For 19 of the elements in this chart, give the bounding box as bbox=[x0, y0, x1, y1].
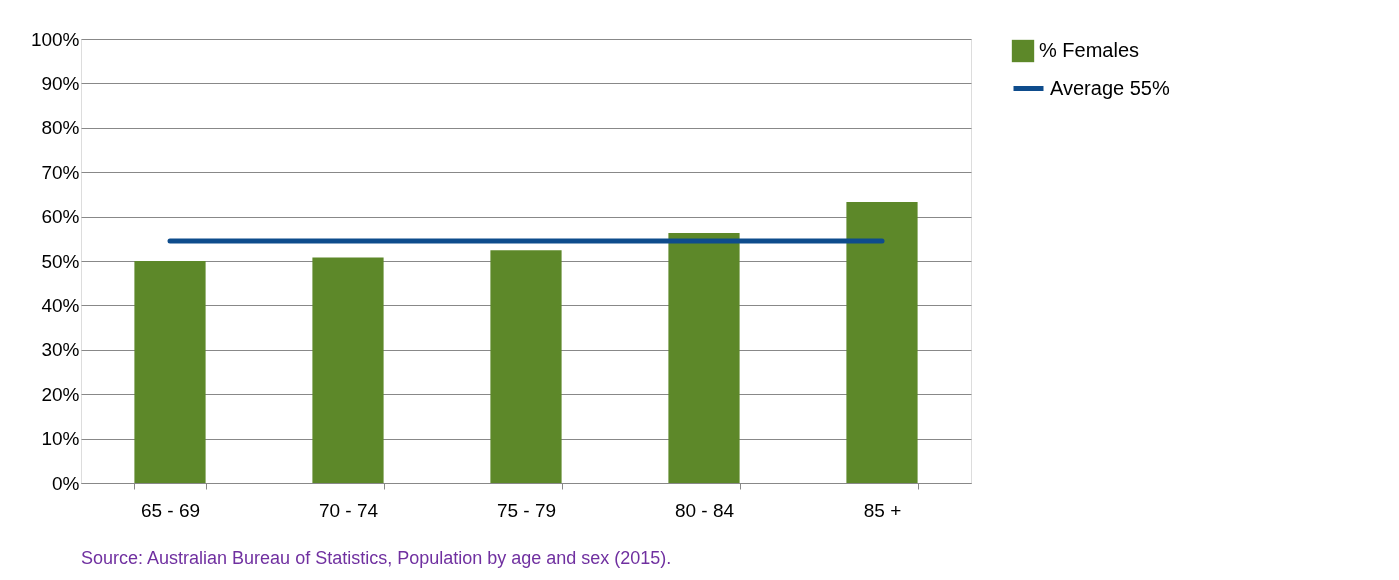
y-tick-label: 80% bbox=[41, 117, 80, 139]
x-tick-label: 85 + bbox=[863, 499, 902, 521]
legend-label: % Females bbox=[1039, 39, 1140, 61]
y-tick-label: 50% bbox=[41, 250, 80, 272]
y-tick-label: 60% bbox=[41, 206, 80, 228]
y-tick-label: 70% bbox=[41, 161, 80, 183]
y-tick-label: 30% bbox=[41, 339, 80, 361]
y-tick-label: 100% bbox=[30, 28, 80, 50]
legend-label: Average 55% bbox=[1050, 76, 1170, 99]
x-tick-label: 80 - 84 bbox=[674, 499, 735, 521]
y-tick-label: 20% bbox=[41, 383, 80, 405]
x-tick-label: 65 - 69 bbox=[140, 499, 201, 521]
y-tick-label: 0% bbox=[52, 472, 80, 494]
x-tick-label: 70 - 74 bbox=[318, 499, 379, 521]
y-tick-label: 10% bbox=[41, 428, 80, 450]
x-tick-label: 75 - 79 bbox=[496, 499, 557, 521]
source-note: Source: Australian Bureau of Statistics, Population by age and sex (2015). bbox=[81, 548, 672, 568]
y-tick-label: 40% bbox=[41, 294, 80, 316]
y-tick-label: 90% bbox=[41, 72, 80, 94]
